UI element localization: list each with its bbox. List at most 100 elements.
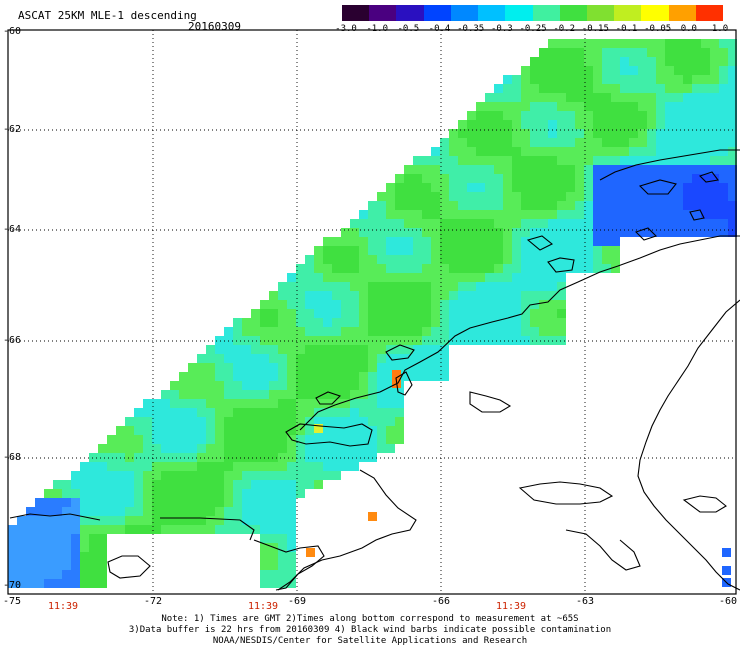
data-cell — [611, 192, 620, 201]
data-cell — [251, 444, 260, 453]
data-cell — [404, 183, 413, 192]
data-cell — [197, 354, 206, 363]
data-cell — [278, 534, 287, 543]
data-cell — [332, 381, 341, 390]
data-cell — [593, 156, 602, 165]
data-cell — [683, 165, 692, 174]
data-cell — [503, 291, 512, 300]
data-cell — [269, 525, 278, 534]
data-cell — [341, 237, 350, 246]
data-cell — [17, 543, 26, 552]
data-cell — [215, 480, 224, 489]
data-cell — [260, 435, 269, 444]
data-cell — [80, 462, 89, 471]
data-cell — [368, 372, 377, 381]
data-cell — [359, 327, 368, 336]
data-cell — [314, 354, 323, 363]
data-cell — [521, 174, 530, 183]
data-cell — [233, 444, 242, 453]
data-cell — [485, 102, 494, 111]
data-cell — [278, 345, 287, 354]
data-cell — [377, 273, 386, 282]
data-cell — [629, 129, 638, 138]
data-cell — [386, 435, 395, 444]
data-cell — [296, 318, 305, 327]
data-cell — [584, 174, 593, 183]
data-cell — [296, 291, 305, 300]
data-cell — [602, 102, 611, 111]
data-cell — [368, 291, 377, 300]
data-cell — [584, 138, 593, 147]
color-swatch-5 — [478, 5, 506, 21]
data-cell — [206, 453, 215, 462]
data-cell — [620, 102, 629, 111]
data-cell — [359, 255, 368, 264]
data-cell — [575, 75, 584, 84]
data-cell — [494, 84, 503, 93]
data-cell — [701, 48, 710, 57]
data-cell — [593, 102, 602, 111]
data-cell — [539, 309, 548, 318]
data-cell — [638, 57, 647, 66]
data-cell — [440, 291, 449, 300]
data-cell — [377, 363, 386, 372]
data-cell — [431, 255, 440, 264]
data-cell — [332, 309, 341, 318]
data-cell — [413, 282, 422, 291]
data-cell — [431, 318, 440, 327]
data-cell — [503, 273, 512, 282]
data-cell — [206, 372, 215, 381]
data-cell — [260, 399, 269, 408]
data-cell — [314, 480, 323, 489]
data-cell — [278, 498, 287, 507]
data-cell — [512, 156, 521, 165]
data-cell — [368, 300, 377, 309]
data-cell — [350, 381, 359, 390]
data-cell — [539, 57, 548, 66]
data-cell — [548, 192, 557, 201]
data-cell — [530, 192, 539, 201]
data-cell — [179, 426, 188, 435]
color-scale-label: -0.15 — [581, 24, 609, 34]
data-cell — [71, 561, 80, 570]
data-cell — [602, 183, 611, 192]
data-cell — [656, 156, 665, 165]
data-cell — [62, 525, 71, 534]
data-cell — [170, 408, 179, 417]
data-cell — [242, 318, 251, 327]
data-cell — [539, 282, 548, 291]
data-cell — [638, 228, 647, 237]
data-cell — [575, 246, 584, 255]
data-cell — [377, 444, 386, 453]
data-cell — [593, 255, 602, 264]
data-cell — [683, 129, 692, 138]
data-cell — [674, 120, 683, 129]
data-cell — [665, 183, 674, 192]
data-cell — [341, 444, 350, 453]
color-scale-label: -0.25 — [519, 24, 547, 34]
data-cell — [566, 192, 575, 201]
data-cell — [548, 93, 557, 102]
data-cell — [692, 156, 701, 165]
data-cell — [494, 336, 503, 345]
data-cell — [260, 534, 269, 543]
data-cell — [269, 561, 278, 570]
data-cell — [638, 147, 647, 156]
data-cell — [539, 219, 548, 228]
data-cell — [404, 327, 413, 336]
color-swatch-1 — [369, 5, 397, 21]
data-cell — [170, 417, 179, 426]
data-cell — [701, 228, 710, 237]
data-cell — [251, 327, 260, 336]
data-cell — [656, 39, 665, 48]
data-cell — [152, 444, 161, 453]
data-cell — [377, 327, 386, 336]
data-cell — [215, 507, 224, 516]
data-cell — [431, 291, 440, 300]
data-cell — [413, 327, 422, 336]
data-cell — [179, 471, 188, 480]
data-cell — [35, 507, 44, 516]
data-cell — [305, 309, 314, 318]
data-cell — [629, 183, 638, 192]
color-swatch-2 — [396, 5, 424, 21]
